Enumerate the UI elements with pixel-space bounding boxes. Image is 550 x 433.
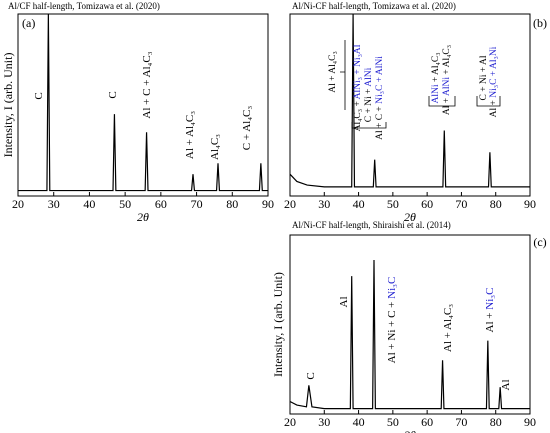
x-tick-label: 20 <box>284 197 296 211</box>
chart-title: Al/Ni-CF half-length, Shiraishi et al. (… <box>292 220 451 230</box>
x-tick-label: 80 <box>226 197 238 211</box>
annotation-part: Al + Al₄C₃ <box>184 111 196 159</box>
x-tick-label: 80 <box>490 415 502 429</box>
x-tick-label: 70 <box>455 415 467 429</box>
x-tick-label: 50 <box>387 197 399 211</box>
annotation-part: Al + C + <box>375 104 385 140</box>
x-tick-label: 50 <box>387 415 399 429</box>
annotation-part: Al + Ni + C + <box>386 299 398 363</box>
plot-frame <box>289 13 531 197</box>
panel-label: (b) <box>533 16 547 30</box>
annotation-part: Ni₃C + Al₃Ni <box>489 46 499 97</box>
x-tick-label: 40 <box>353 415 365 429</box>
annotation-part: AlNi <box>442 77 452 96</box>
x-tick-label: 40 <box>353 197 365 211</box>
y-axis-label: Intensity, I (arb. Unit) <box>1 53 15 158</box>
annotation-part: Ni₃C <box>484 288 496 310</box>
x-tick-label: 90 <box>524 197 536 211</box>
annotation-part: C <box>305 372 317 379</box>
x-tick-label: 60 <box>155 197 167 211</box>
peak-annotation: AlNi + Al₄C₃ <box>431 52 441 103</box>
x-tick-label: 40 <box>83 197 95 211</box>
panel-label: (a) <box>22 16 35 30</box>
annotation-part: C + Ni + Al <box>479 55 489 100</box>
x-tick-label: 20 <box>284 415 296 429</box>
peak-annotation: C <box>305 372 317 379</box>
annotation-part: + Al₄C₃ <box>442 45 452 77</box>
peak-annotation: Al + C + Al₄C₃ <box>141 51 153 118</box>
pattern-line <box>289 260 530 410</box>
x-tick-label: 20 <box>12 197 24 211</box>
x-tick-label: 90 <box>262 197 274 211</box>
annotation-part: + Al₄C₃ <box>431 52 441 84</box>
annotation-part: Al + <box>484 310 496 333</box>
peak-annotation: C + Ni + Al <box>479 55 489 100</box>
annotation-part: Al + <box>442 96 452 115</box>
peak-annotation: Al + AlNi + Al₄C₃ <box>442 45 452 115</box>
x-tick-label: 30 <box>318 197 330 211</box>
annotation-part: Ni₃C <box>386 277 398 299</box>
x-tick-label: 30 <box>318 415 330 429</box>
annotation-part: C + Ni + <box>364 87 374 123</box>
annotation-part: C + Al₄C₃ <box>241 106 253 151</box>
x-tick-label: 30 <box>48 197 60 211</box>
bracket <box>340 40 346 110</box>
peak-annotation: C + Al₄C₃ <box>241 106 253 151</box>
annotation-part: AlNi <box>364 67 374 86</box>
peak-annotation: C <box>107 91 119 98</box>
annotation-part: Al + Al₄C₃ <box>328 51 338 93</box>
annotation-part: AlNi <box>431 84 441 103</box>
x-axis-label: 2θ <box>404 210 416 224</box>
peak-annotation: C <box>33 92 45 99</box>
peak-annotation: Al + Al₄C₃ <box>328 51 338 93</box>
peak-annotation: Al <box>500 380 512 391</box>
peak-annotation: Al + Ni₃C + Al₃Ni <box>489 46 499 117</box>
chart-title: Al/CF half-length, Tomizawa et al. (2020… <box>8 1 160 11</box>
x-tick-label: 60 <box>421 415 433 429</box>
x-axis-label: 2θ <box>404 428 416 433</box>
annotation-part: Al + Al₄C₃ <box>442 304 454 352</box>
annotation-part: AlNi₃ + Ni₃Al <box>353 44 363 99</box>
peak-annotation: Al + C + Ni₃C + AlNi <box>375 56 385 140</box>
annotation-part: Al + <box>489 98 499 118</box>
peak-annotation: Al + Al₄C₃ <box>442 304 454 352</box>
y-axis-label: Intensity, I (arb. Unit) <box>271 272 285 377</box>
peak-annotation: C + Ni + AlNi <box>364 67 374 122</box>
x-tick-label: 80 <box>490 197 502 211</box>
x-tick-label: 90 <box>524 415 536 429</box>
pattern-line <box>18 13 268 192</box>
annotation-part: Ni₃C + AlNi <box>375 56 385 104</box>
annotation-part: Al + C + Al₄C₃ <box>141 51 153 118</box>
plot-frame <box>289 234 531 415</box>
x-tick-label: 60 <box>421 197 433 211</box>
annotation-part: Al <box>500 380 512 391</box>
annotation-part: Al <box>338 297 350 308</box>
x-tick-label: 50 <box>119 197 131 211</box>
bracket <box>428 96 456 107</box>
peak-annotation: Al₄C₃ <box>209 134 221 160</box>
chart-title: Al/Ni-CF half-length, Tomizawa et al. (2… <box>292 1 456 11</box>
annotation-part: Al₄C₃ + <box>353 99 363 131</box>
peak-annotation: Al + Al₄C₃ <box>184 111 196 159</box>
x-tick-label: 70 <box>455 197 467 211</box>
annotation-part: C <box>107 91 119 98</box>
peak-annotation: Al₄C₃ + AlNi₃ + Ni₃Al <box>353 44 363 131</box>
annotation-part: Al₄C₃ <box>209 134 221 160</box>
peak-annotation: Al + Ni₃C <box>484 288 496 333</box>
plot-frame <box>17 13 269 197</box>
peak-annotation: Al <box>338 297 350 308</box>
x-tick-label: 70 <box>191 197 203 211</box>
pattern-line <box>289 13 530 188</box>
peak-annotation: Al + Ni + C + Ni₃C <box>386 277 398 364</box>
panel-label: (c) <box>533 235 546 249</box>
annotation-part: C <box>33 92 45 99</box>
x-axis-label: 2θ <box>137 210 149 224</box>
bracket <box>476 96 501 107</box>
